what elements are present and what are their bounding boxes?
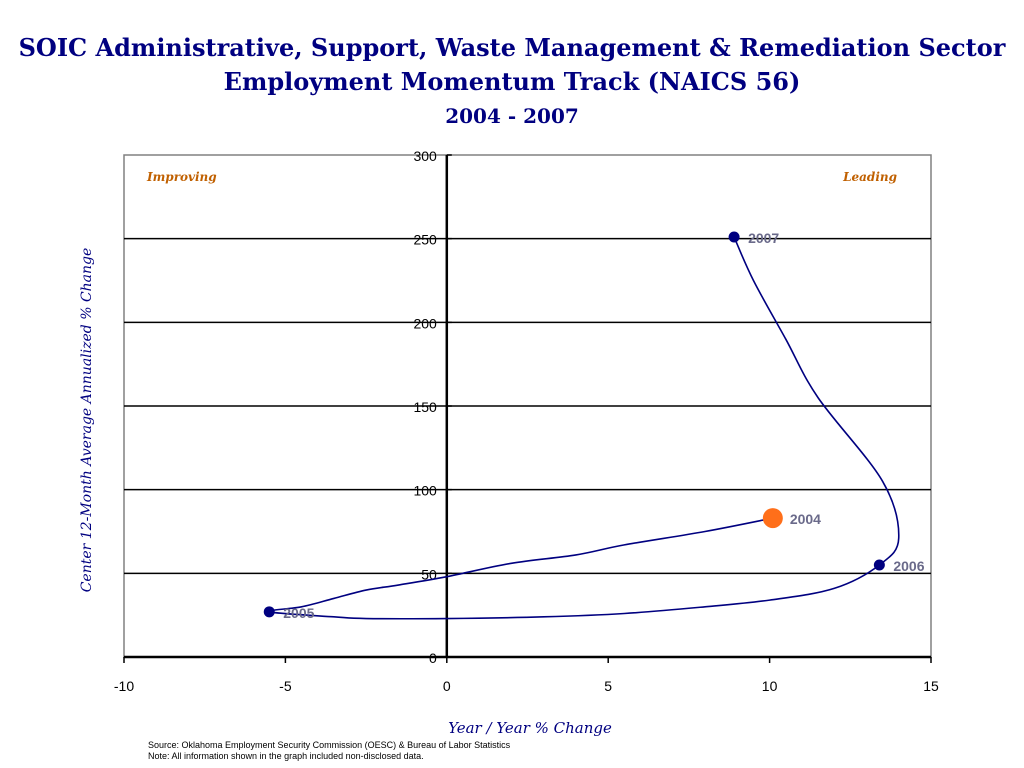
x-tick-label: 0 <box>443 678 451 694</box>
y-tick-label: 250 <box>413 232 437 248</box>
y-tick-label: 150 <box>413 399 437 415</box>
x-tick-label: -10 <box>114 678 134 694</box>
x-tick-label: 5 <box>604 678 612 694</box>
point-label-2004: 2004 <box>790 511 821 527</box>
y-tick-label: 200 <box>413 315 437 331</box>
x-tick-label: 10 <box>762 678 778 694</box>
point-label-2007: 2007 <box>748 230 779 246</box>
point-2007 <box>728 231 740 243</box>
point-label-2006: 2006 <box>893 558 924 574</box>
y-tick-label: 0 <box>429 650 437 666</box>
disclosure-note: Note: All information shown in the graph… <box>148 751 424 761</box>
x-tick-labels: -10 -5 0 5 10 15 <box>114 678 939 694</box>
chart-title-line-2: Employment Momentum Track (NAICS 56) <box>223 67 801 96</box>
y-tick-label: 50 <box>421 566 437 582</box>
x-tick-label: -5 <box>279 678 292 694</box>
axes <box>123 154 932 663</box>
x-axis-title: Year / Year % Change <box>448 719 612 737</box>
point-2005 <box>263 606 275 618</box>
x-tick-label: 15 <box>923 678 939 694</box>
chart-subtitle: 2004 - 2007 <box>445 104 579 128</box>
footnotes: Source: Oklahoma Employment Security Com… <box>148 740 510 762</box>
point-2006 <box>873 559 885 571</box>
y-tick-labels: 0 50 100 150 200 250 300 <box>413 148 437 666</box>
momentum-track <box>267 236 900 620</box>
gridlines <box>124 237 931 575</box>
quadrant-label-leading: Leading <box>842 170 897 184</box>
quadrant-label-improving: Improving <box>146 170 217 184</box>
y-tick-label: 300 <box>413 148 437 164</box>
year-points: 2004 2005 2006 2007 <box>263 230 925 621</box>
chart-title-line-1: SOIC Administrative, Support, Waste Mana… <box>18 33 1006 62</box>
point-label-2005: 2005 <box>283 605 314 621</box>
source-note: Source: Oklahoma Employment Security Com… <box>148 740 511 750</box>
track-line <box>267 236 900 620</box>
y-axis-title: Center 12-Month Average Annualized % Cha… <box>79 248 95 593</box>
point-2004 <box>762 508 783 529</box>
y-tick-label: 100 <box>413 483 437 499</box>
